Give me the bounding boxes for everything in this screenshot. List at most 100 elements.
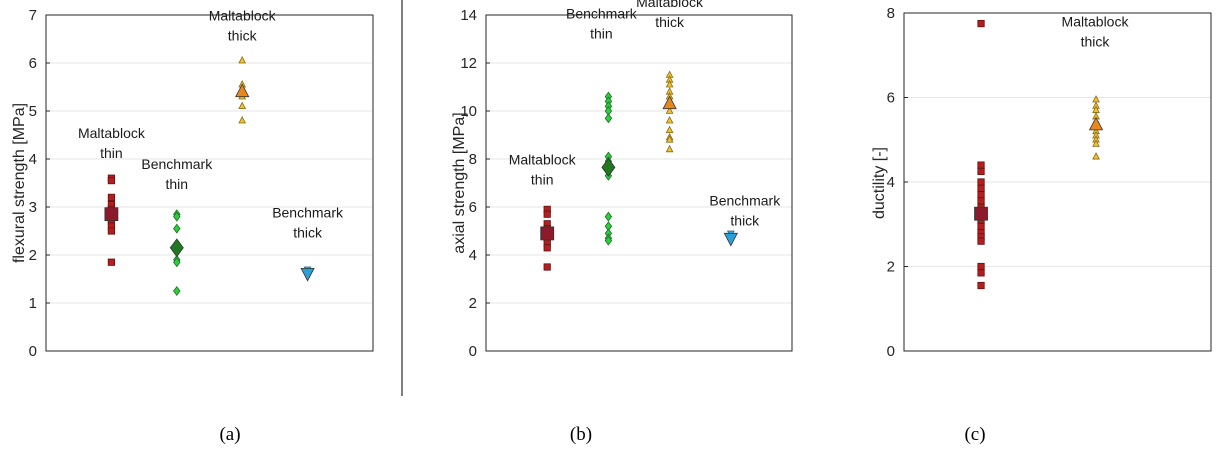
axes-box	[903, 12, 1212, 352]
group-label-line1: Maltablock	[209, 8, 277, 24]
group-label-line2: thick	[293, 224, 323, 240]
y-tick-label: 2	[887, 259, 895, 276]
data-point	[543, 210, 551, 218]
mean-marker	[662, 95, 677, 110]
group-label-line2: thick	[655, 14, 685, 30]
y-axis-label: ductility [-]	[871, 147, 888, 219]
y-tick-label: 10	[460, 103, 477, 120]
data-point	[665, 144, 674, 153]
data-point	[238, 116, 247, 124]
y-tick-label: 6	[469, 199, 477, 216]
data-point	[977, 237, 985, 245]
data-point	[604, 235, 613, 246]
group-label-line2: thin	[531, 171, 554, 187]
y-tick-label: 6	[29, 55, 37, 72]
data-point	[977, 161, 985, 169]
data-point	[238, 101, 247, 109]
y-tick-label: 8	[887, 5, 895, 22]
group-label-line1: Maltablock	[509, 151, 577, 167]
group-label-line1: Maltablock	[636, 0, 704, 10]
y-tick-label: 14	[460, 7, 477, 24]
data-point	[1092, 152, 1100, 160]
group-label-line2: thin	[100, 145, 123, 161]
data-point	[238, 56, 247, 64]
data-point	[543, 244, 551, 252]
data-point	[977, 197, 985, 205]
data-point	[977, 19, 985, 28]
data-point	[107, 227, 115, 235]
group-label-line2: thick	[228, 28, 258, 44]
y-tick-label: 2	[29, 247, 37, 264]
data-point	[977, 269, 985, 277]
group-label-line1: Benchmark	[272, 204, 344, 220]
y-tick-label: 8	[469, 151, 477, 168]
y-tick-label: 7	[29, 7, 37, 24]
y-tick-label: 0	[887, 343, 895, 360]
y-tick-label: 3	[29, 199, 37, 216]
mean-marker	[169, 238, 184, 258]
group-label-line1: Maltablock	[78, 125, 146, 141]
y-tick-label: 6	[887, 90, 895, 107]
y-tick-label: 5	[29, 103, 37, 120]
mean-marker	[235, 83, 250, 98]
data-point	[107, 176, 115, 185]
data-point	[173, 286, 181, 296]
mean-marker	[1088, 116, 1104, 131]
data-point	[173, 257, 181, 268]
mean-marker	[723, 232, 738, 247]
caption-a: (a)	[219, 424, 240, 445]
data-point	[977, 184, 985, 192]
group-label-line1: Benchmark	[566, 6, 638, 22]
y-axis-label: axial strength [MPa]	[451, 112, 468, 253]
y-tick-label: 2	[469, 295, 477, 312]
y-tick-label: 0	[29, 343, 37, 360]
mean-marker	[300, 267, 315, 282]
y-tick-label: 12	[460, 55, 477, 72]
group-label-line2: thin	[166, 176, 189, 192]
data-point	[1092, 139, 1100, 147]
data-point	[665, 125, 674, 134]
y-tick-label: 4	[887, 174, 895, 191]
y-tick-label: 0	[469, 343, 477, 360]
group-label-line2: thick	[730, 212, 760, 228]
data-point	[665, 80, 674, 88]
data-point	[1092, 95, 1100, 103]
data-point	[977, 222, 985, 230]
axes-box	[45, 14, 374, 352]
group-label-line2: thick	[1081, 34, 1111, 50]
data-point	[665, 135, 674, 143]
group-label-line1: Maltablock	[1062, 14, 1130, 30]
data-point	[173, 211, 181, 222]
data-point	[173, 223, 181, 234]
mean-marker	[974, 206, 988, 221]
data-point	[977, 191, 985, 199]
y-tick-label: 1	[29, 295, 37, 312]
group-label-line1: Benchmark	[141, 156, 213, 172]
panel-b-chart: 0 2 4 6 8 10 12 14 axial strength [MPa] Maltabloc…	[451, 0, 793, 360]
y-tick-label: 4	[29, 151, 37, 168]
group-label-line2: thin	[590, 26, 613, 42]
data-point	[604, 211, 613, 222]
data-point	[977, 281, 985, 290]
mean-marker	[104, 207, 119, 222]
axes-box	[485, 14, 793, 352]
panel-a-chart: 0 1 2 3 4 5 6 7 flexural strength [MPa] Maltabloc…	[11, 7, 374, 360]
y-axis-label: flexural strength [MPa]	[11, 103, 28, 263]
caption-c: (c)	[964, 424, 985, 445]
mean-marker	[601, 157, 616, 177]
mean-marker	[540, 226, 555, 241]
data-point	[107, 193, 115, 201]
data-point	[665, 116, 674, 124]
data-point	[977, 167, 985, 176]
caption-b: (b)	[570, 424, 592, 445]
data-point	[543, 263, 551, 271]
data-point	[977, 178, 985, 186]
group-label-line1: Benchmark	[709, 192, 781, 208]
data-point	[665, 106, 674, 114]
data-point	[977, 262, 985, 271]
data-point	[107, 258, 115, 266]
y-tick-label: 4	[469, 247, 477, 264]
data-point	[604, 113, 613, 124]
